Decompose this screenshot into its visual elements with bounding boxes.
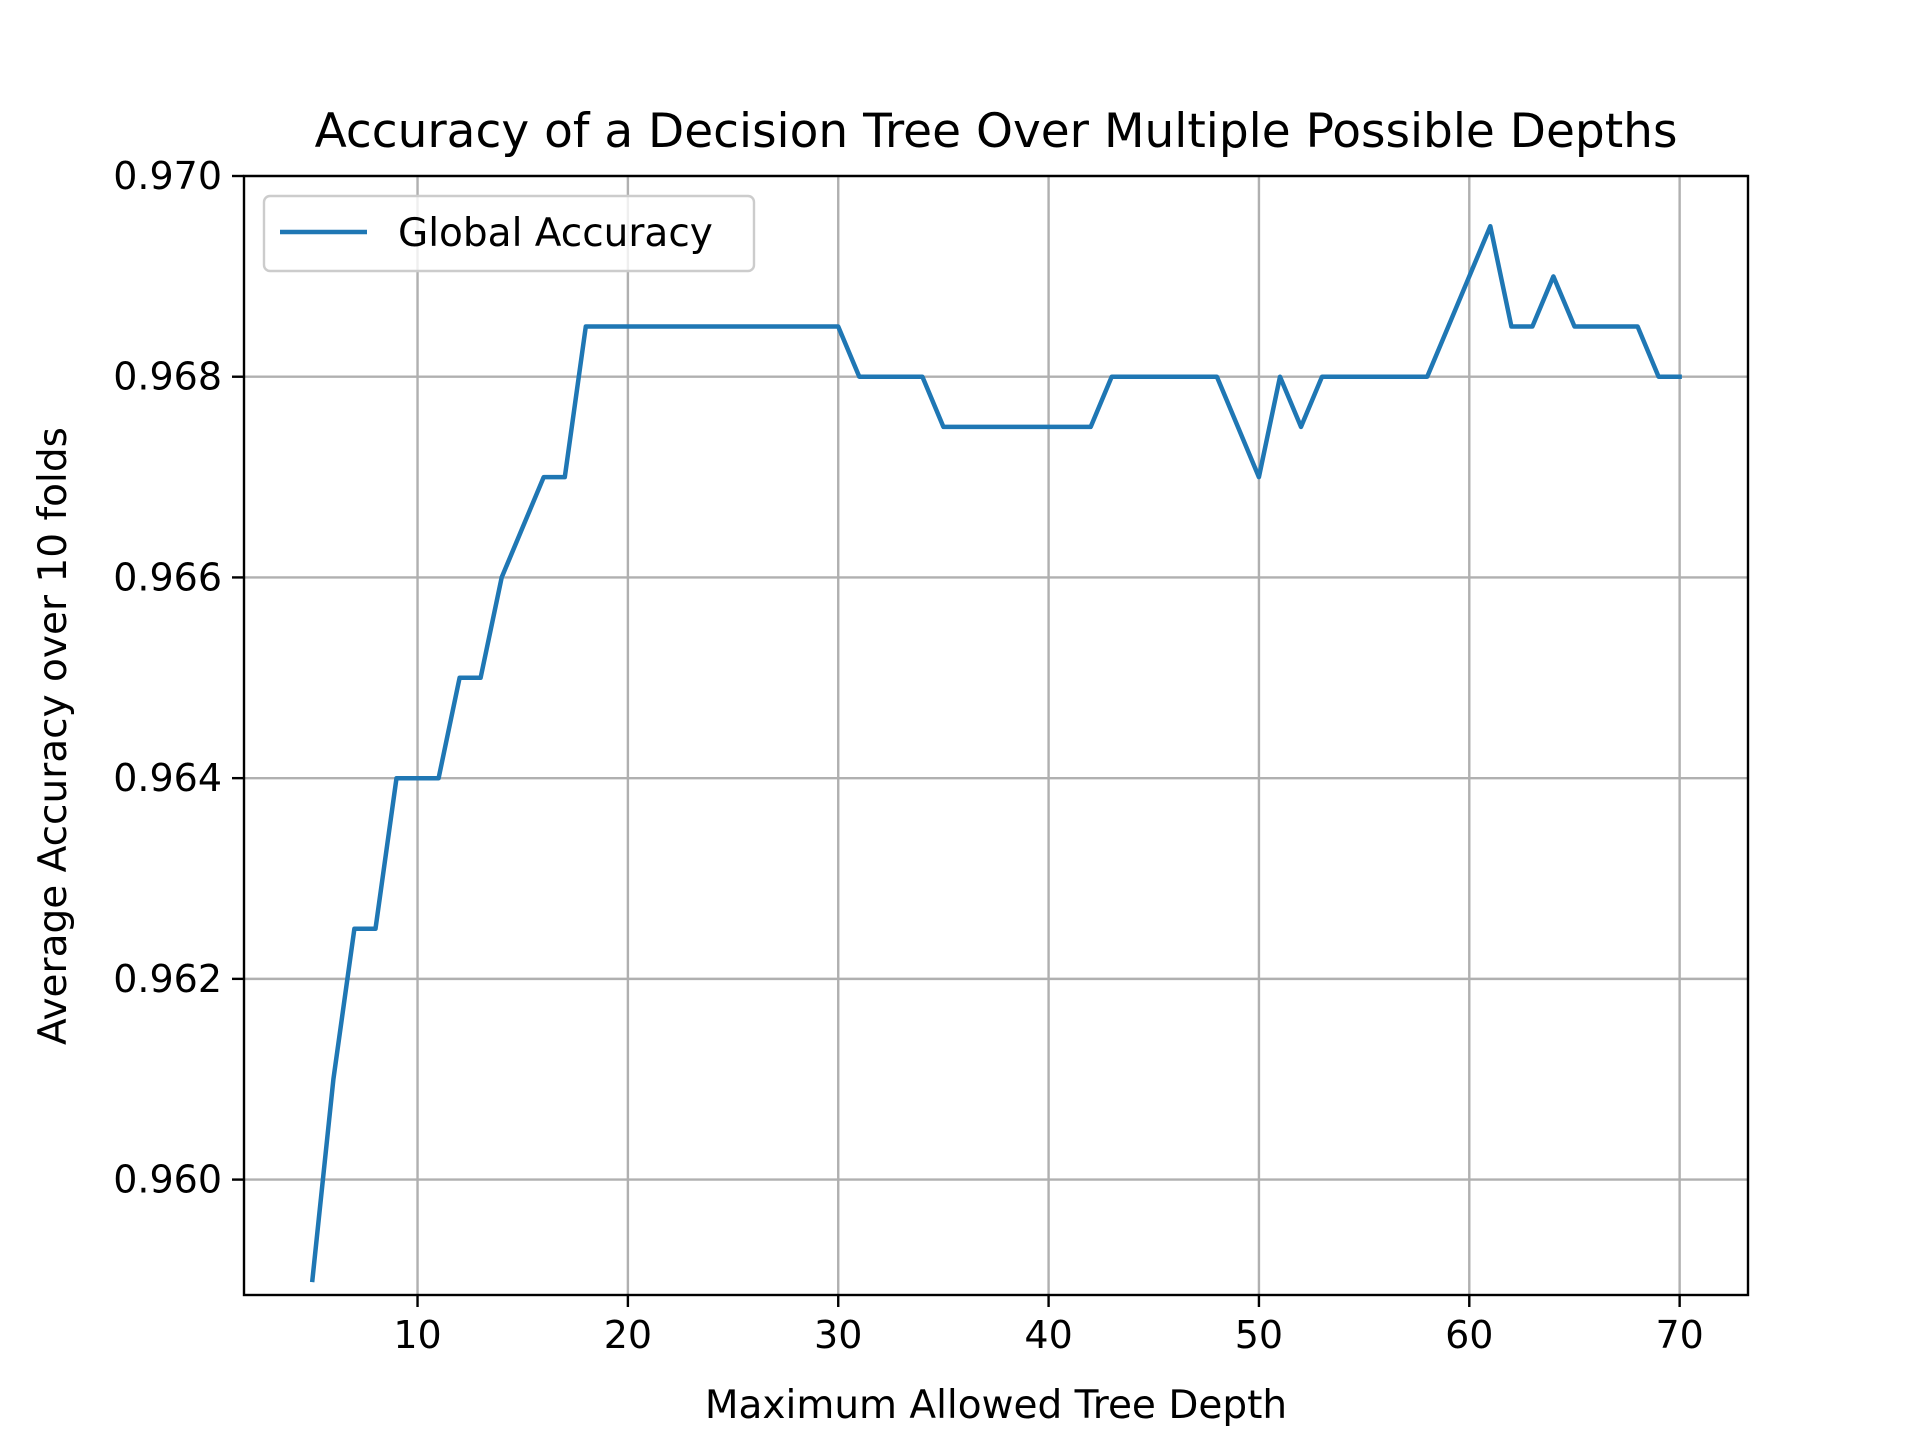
- y-tick-label: 0.962: [113, 957, 222, 1001]
- x-tick-label: 50: [1235, 1313, 1283, 1357]
- y-tick-label: 0.970: [113, 154, 222, 198]
- legend: Global Accuracy: [262, 194, 756, 273]
- x-tick-label: 30: [814, 1313, 862, 1357]
- x-axis-label: Maximum Allowed Tree Depth: [705, 1383, 1287, 1428]
- x-tick-label: 70: [1655, 1313, 1703, 1357]
- series-line-global-accuracy: [309, 223, 1682, 1283]
- y-tick-label: 0.968: [113, 355, 222, 399]
- x-tick-label: 60: [1445, 1313, 1493, 1357]
- legend-box: [262, 194, 756, 273]
- legend-label: Global Accuracy: [398, 211, 713, 256]
- y-axis-label: Average Accuracy over 10 folds: [31, 427, 76, 1045]
- x-tick-label: 40: [1024, 1313, 1072, 1357]
- x-tick-label: 20: [604, 1313, 652, 1357]
- y-tick-label: 0.966: [113, 555, 222, 599]
- x-tick-label: 10: [393, 1313, 441, 1357]
- axis-ticks: 10 20 30 40 50 60 70 0.960 0.962 0.964 0.966 0.968 0…: [113, 154, 1704, 1357]
- y-tick-label: 0.960: [113, 1158, 222, 1202]
- plot-frame: [242, 174, 1750, 1297]
- series-layer: [309, 223, 1682, 1283]
- y-tick-label: 0.964: [113, 756, 222, 800]
- chart-title: Accuracy of a Decision Tree Over Multipl…: [315, 104, 1678, 159]
- grid-lines: [244, 174, 1748, 1295]
